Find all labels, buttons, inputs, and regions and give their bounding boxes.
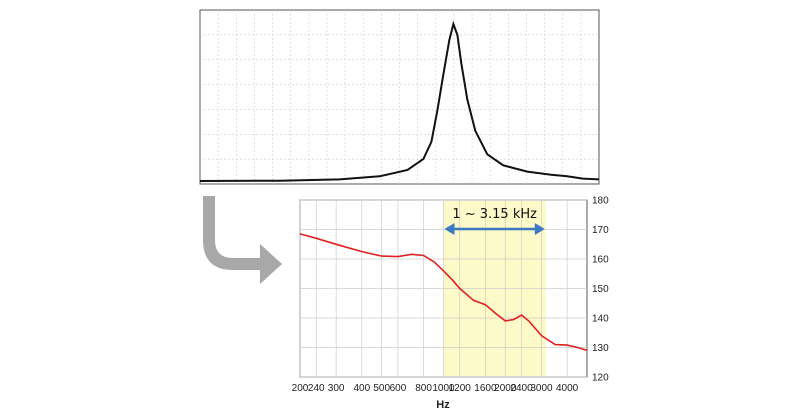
bottom-series-line [299, 233, 588, 352]
transition-arrow-icon [203, 196, 282, 284]
top-chart-frame [199, 9, 600, 185]
x-tick-label: 200 [292, 383, 309, 394]
y-tick-label: 140 [592, 314, 609, 325]
y-tick-label: 180 [592, 196, 609, 207]
x-tick-label: 240 [308, 383, 325, 394]
top-chart-grid [200, 10, 599, 184]
x-tick-label: 2000 [494, 383, 517, 394]
x-tick-label: 400 [353, 383, 370, 394]
top-chart [199, 9, 600, 185]
x-tick-label: 4000 [556, 383, 579, 394]
y-tick-labels: 120 130 140 150 160 170 180 [592, 196, 609, 384]
x-tick-label: 800 [415, 383, 432, 394]
range-annotation-label: 1 ~ 3.15 kHz [452, 207, 537, 222]
x-tick-label: 300 [328, 383, 345, 394]
y-tick-label: 120 [592, 373, 609, 384]
bottom-chart-grid [299, 199, 587, 378]
x-axis-label: Hz [436, 399, 450, 411]
y-tick-label: 170 [592, 225, 609, 236]
x-tick-label: 1600 [474, 383, 497, 394]
y-tick-label: 150 [592, 284, 609, 295]
x-tick-label: 2400 [510, 383, 533, 394]
bottom-chart: 1 ~ 3.15 kHz 200 240 300 400 500 600 800 100012… [292, 196, 609, 412]
x-tick-label: 600 [390, 383, 407, 394]
top-series-line [199, 20, 600, 182]
range-arrow-left-head-icon [444, 223, 455, 235]
range-double-arrow [444, 223, 545, 235]
x-tick-label: 1200 [449, 383, 472, 394]
x-tick-label: 1000 [432, 383, 455, 394]
x-tick-label: 3000 [530, 383, 553, 394]
range-arrow-right-head-icon [534, 223, 545, 235]
y-tick-label: 160 [592, 255, 609, 266]
x-tick-label: 500 [373, 383, 390, 394]
y-tick-label: 130 [592, 343, 609, 354]
